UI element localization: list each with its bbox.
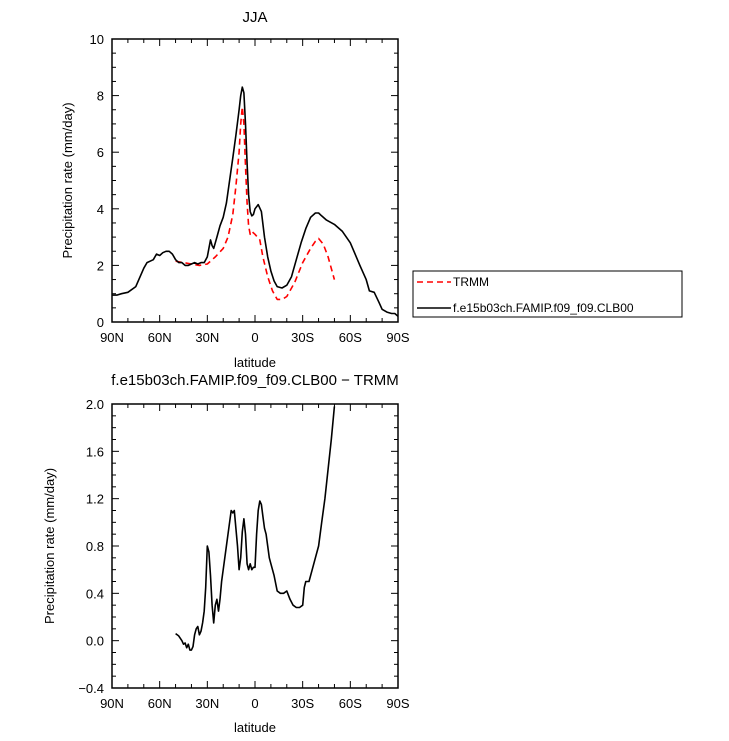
y-axis-label-bottom: Precipitation rate (mm/day) bbox=[42, 468, 57, 624]
series-line-top-f-e15b03ch-famip-f09-f09-clb00 bbox=[112, 86, 399, 317]
x-tick-label: 90N bbox=[100, 330, 124, 345]
y-tick-label: 6 bbox=[97, 145, 104, 160]
y-tick-label: 8 bbox=[97, 89, 104, 104]
x-tick-label: 60N bbox=[148, 330, 172, 345]
x-tick-label: 0 bbox=[251, 696, 258, 711]
y-tick-label: 4 bbox=[97, 202, 104, 217]
y-axis-label-top: Precipitation rate (mm/day) bbox=[60, 102, 75, 258]
plot-frame-bottom bbox=[111, 403, 399, 689]
x-tick-label: 30N bbox=[195, 330, 219, 345]
chart-panel-bottom: f.e15b03ch.FAMIP.f09_f09.CLB00 − TRMM 90… bbox=[42, 372, 410, 735]
plot-frame-top bbox=[111, 38, 399, 323]
x-tick-label: 30S bbox=[291, 330, 314, 345]
y-tick-label: 2 bbox=[97, 258, 104, 273]
x-tick-label: 30N bbox=[195, 696, 219, 711]
y-tick-label: −0.4 bbox=[78, 681, 104, 696]
y-tick-label: 0.8 bbox=[86, 539, 104, 554]
legend: TRMM f.e15b03ch.FAMIP.f09_f09.CLB00 bbox=[412, 270, 683, 318]
x-tick-label: 60N bbox=[148, 696, 172, 711]
y-tick-label: 10 bbox=[90, 32, 104, 47]
x-axis-label-bottom: latitude bbox=[234, 720, 276, 735]
y-tick-label: 0.4 bbox=[86, 586, 104, 601]
x-tick-label: 60S bbox=[339, 330, 362, 345]
x-tick-label: 30S bbox=[291, 696, 314, 711]
y-tick-label: 1.2 bbox=[86, 492, 104, 507]
y-tick-label: 0 bbox=[97, 315, 104, 330]
chart-title-bottom: f.e15b03ch.FAMIP.f09_f09.CLB00 − TRMM bbox=[111, 372, 399, 389]
x-tick-label: 60S bbox=[339, 696, 362, 711]
series-line-bottom-difference bbox=[175, 406, 336, 651]
y-tick-label: 1.6 bbox=[86, 444, 104, 459]
series-line-top-trmm bbox=[175, 106, 336, 301]
y-tick-label: 2.0 bbox=[86, 397, 104, 412]
legend-label-trmm: TRMM bbox=[453, 275, 489, 289]
x-axis-label-top: latitude bbox=[234, 355, 276, 370]
x-tick-label: 90S bbox=[386, 696, 409, 711]
x-tick-label: 90N bbox=[100, 696, 124, 711]
y-tick-label: 0.0 bbox=[86, 634, 104, 649]
legend-box bbox=[412, 270, 683, 318]
chart-title-top: JJA bbox=[242, 9, 267, 26]
x-tick-label: 90S bbox=[386, 330, 409, 345]
legend-label-model: f.e15b03ch.FAMIP.f09_f09.CLB00 bbox=[453, 301, 634, 315]
x-tick-label: 0 bbox=[251, 330, 258, 345]
